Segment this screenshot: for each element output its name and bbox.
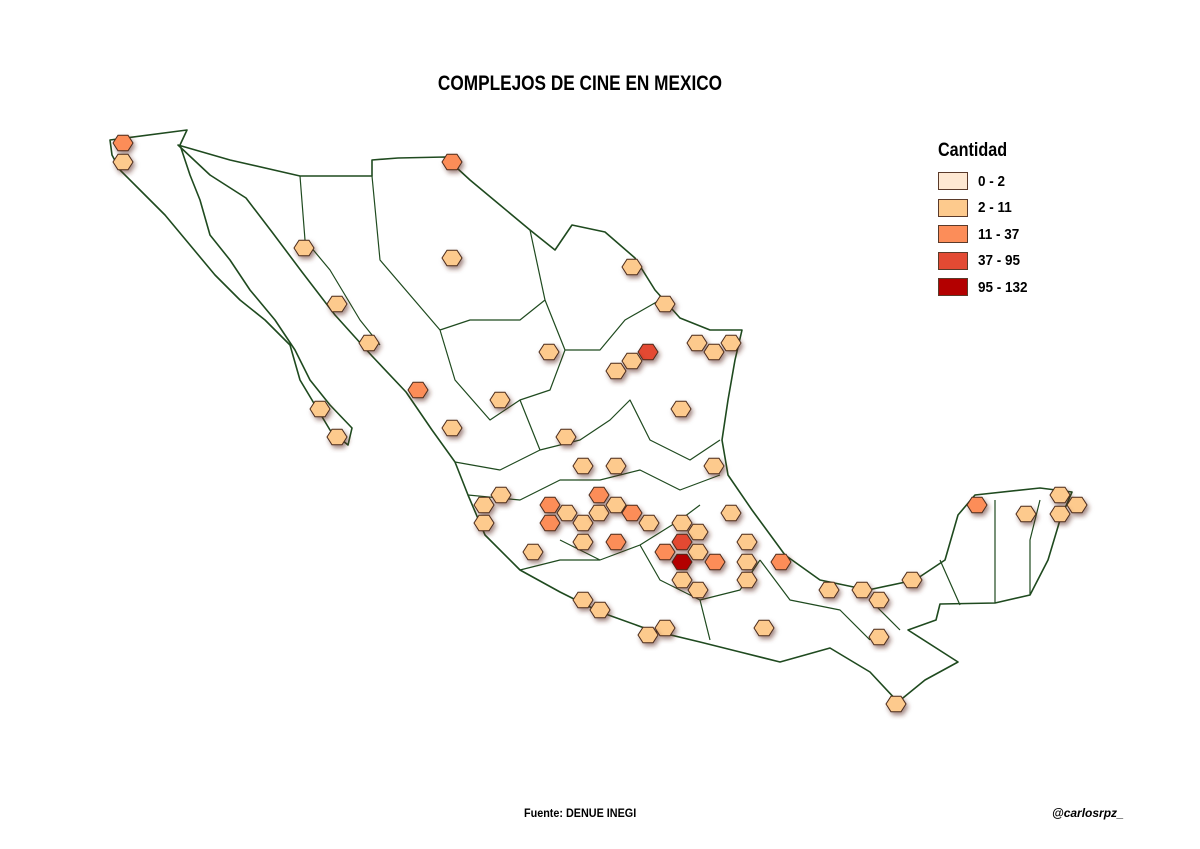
hex-bin (441, 249, 463, 267)
hex-bin (720, 504, 742, 522)
hex-bin (473, 496, 495, 514)
hex-bin (720, 334, 742, 352)
hex-bin (588, 504, 610, 522)
hex-bin (572, 514, 594, 532)
legend-item: 11 - 37 (938, 221, 1033, 248)
hex-bin (670, 400, 692, 418)
hex-bin (112, 153, 134, 171)
legend-label: 2 - 11 (978, 199, 1012, 217)
hex-bin (589, 601, 611, 619)
hex-bin (112, 134, 134, 152)
hex-bin (441, 419, 463, 437)
legend-item: 2 - 11 (938, 195, 1033, 222)
hex-bin (538, 343, 560, 361)
legend-swatch (938, 225, 968, 244)
hex-bin (654, 543, 676, 561)
hex-bin (489, 391, 511, 409)
hex-bin (605, 362, 627, 380)
author-credit: @carlosrpz_ (1052, 806, 1124, 820)
hex-bin (654, 295, 676, 313)
legend-title: Cantidad (938, 140, 1008, 161)
legend-swatch (938, 198, 968, 217)
hex-bin (1015, 505, 1037, 523)
hex-bin (588, 486, 610, 504)
hex-bin (621, 504, 643, 522)
legend-label: 0 - 2 (978, 172, 1006, 190)
hex-bin (671, 533, 693, 551)
hex-bin (770, 553, 792, 571)
hex-bin (736, 533, 758, 551)
hex-bin (572, 533, 594, 551)
hex-bin (539, 496, 561, 514)
hex-bin (687, 523, 709, 541)
legend: Cantidad 0 - 2 2 - 11 11 - 37 37 - 95 95… (938, 140, 1033, 301)
hex-bin (490, 486, 512, 504)
hex-bin (539, 514, 561, 532)
hex-bin (703, 457, 725, 475)
hex-bin (293, 239, 315, 257)
hex-bin (736, 571, 758, 589)
hex-bin (605, 496, 627, 514)
hex-bin (326, 295, 348, 313)
hex-bin (671, 514, 693, 532)
baja-california-peninsula (109, 129, 353, 446)
hex-bin (687, 581, 709, 599)
hex-bin (441, 153, 463, 171)
hex-bin (671, 553, 693, 571)
hex-bin (736, 553, 758, 571)
legend-swatch (938, 278, 968, 297)
hex-bin (605, 533, 627, 551)
hex-bin (572, 591, 594, 609)
hex-bin (966, 496, 988, 514)
hex-bin (818, 581, 840, 599)
mainland-mexico (177, 144, 1073, 703)
hex-bin (753, 619, 775, 637)
hex-bin (326, 428, 348, 446)
legend-swatch (938, 172, 968, 191)
legend-label: 37 - 95 (978, 252, 1021, 270)
hex-bin (358, 334, 380, 352)
legend-item: 37 - 95 (938, 248, 1033, 275)
hex-bin (851, 581, 873, 599)
hex-bin (637, 626, 659, 644)
hex-bin (1066, 496, 1088, 514)
legend-swatch (938, 251, 968, 270)
legend-label: 95 - 132 (978, 278, 1028, 296)
hex-bin (901, 571, 923, 589)
source-note: Fuente: DENUE INEGI (524, 806, 637, 820)
hex-bin (687, 543, 709, 561)
hex-bin (605, 457, 627, 475)
hex-bin (703, 343, 725, 361)
legend-label: 11 - 37 (978, 225, 1020, 243)
state-borders (299, 175, 1041, 641)
hex-bin (885, 695, 907, 713)
hex-bin (555, 428, 577, 446)
hex-bin (621, 258, 643, 276)
hex-bin (671, 571, 693, 589)
hex-bin (1049, 505, 1071, 523)
hex-bins-layer (112, 134, 1088, 713)
hex-bin (868, 591, 890, 609)
map-title: COMPLEJOS DE CINE EN MEXICO (437, 72, 723, 95)
hex-bin (638, 514, 660, 532)
hex-bin (868, 628, 890, 646)
legend-item: 95 - 132 (938, 274, 1033, 301)
hex-bin (407, 381, 429, 399)
hex-bin (522, 543, 544, 561)
hex-bin (637, 343, 659, 361)
hex-bin (704, 553, 726, 571)
hex-bin (572, 457, 594, 475)
hex-bin (654, 619, 676, 637)
hex-bin (473, 514, 495, 532)
hex-bin (556, 504, 578, 522)
legend-item: 0 - 2 (938, 168, 1033, 195)
hex-bin (621, 352, 643, 370)
hex-bin (309, 400, 331, 418)
hex-bin (1049, 486, 1071, 504)
hex-bin (686, 334, 708, 352)
